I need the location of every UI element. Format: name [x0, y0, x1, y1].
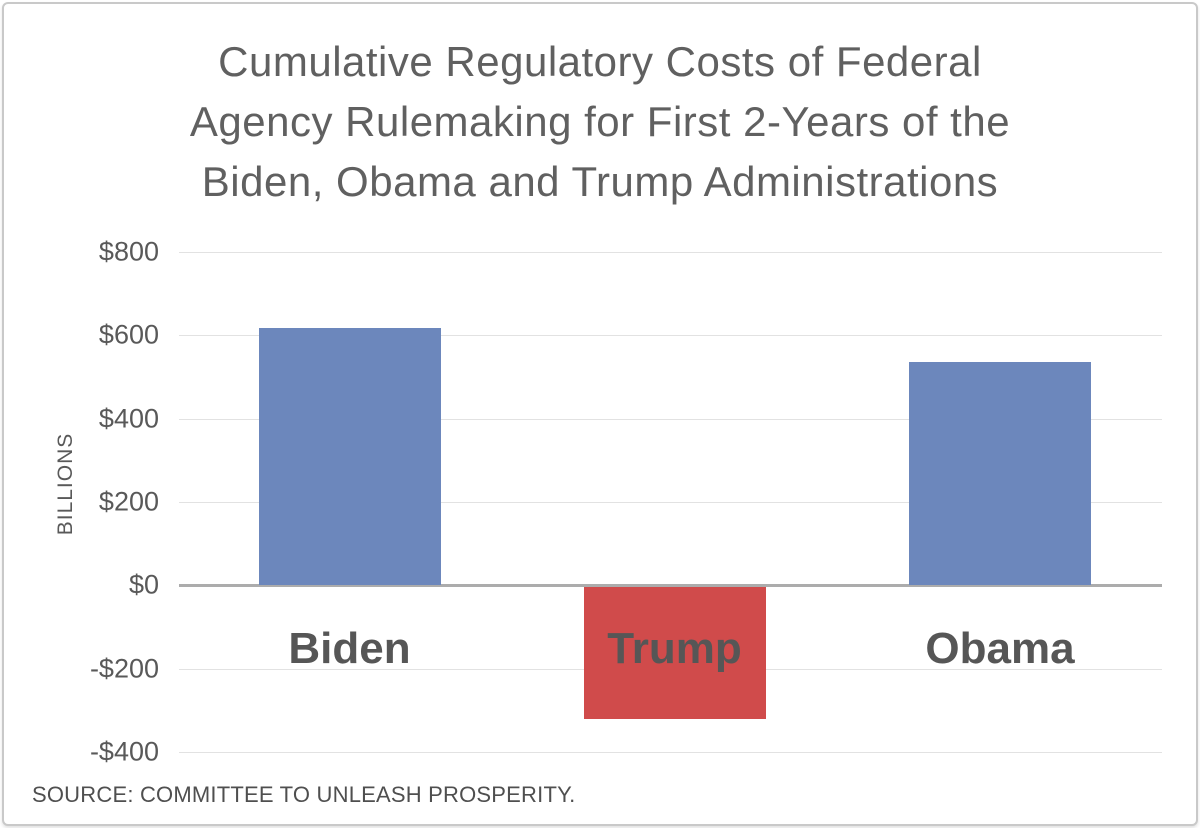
- bar-biden: [258, 328, 441, 586]
- y-tick-label: $800: [98, 236, 159, 267]
- chart-title: Cumulative Regulatory Costs of Federal A…: [4, 32, 1196, 212]
- category-label-trump: Trump: [607, 624, 742, 673]
- category-label-obama: Obama: [925, 624, 1075, 673]
- chart-title-line-1: Cumulative Regulatory Costs of Federal: [218, 38, 982, 85]
- category-label-biden: Biden: [288, 624, 411, 673]
- y-axis-tick-labels: $800 $600 $400 $200 $0 -$200 -$400: [4, 237, 159, 767]
- chart-title-line-3: Biden, Obama and Trump Administrations: [201, 158, 999, 205]
- y-tick-label: $200: [98, 486, 159, 517]
- y-tick-label: $400: [98, 403, 159, 434]
- bar-obama: [909, 361, 1091, 586]
- gridline-600: [179, 335, 1162, 337]
- y-tick-label: -$400: [89, 736, 159, 767]
- gridline--400: [179, 752, 1162, 753]
- y-tick-label: -$200: [89, 653, 159, 684]
- gridline-200: [179, 502, 1162, 503]
- gridline-800: [179, 252, 1162, 253]
- x-axis-line: [179, 584, 1162, 588]
- y-tick-label: $0: [128, 569, 159, 600]
- plot-area: Biden Trump Obama: [179, 252, 1162, 753]
- source-note: SOURCE: COMMITTEE TO UNLEASH PROSPERITY.: [32, 782, 576, 807]
- chart-title-line-2: Agency Rulemaking for First 2-Years of t…: [189, 98, 1011, 145]
- y-tick-label: $600: [98, 319, 159, 350]
- gridline-400: [179, 418, 1162, 420]
- bar-trump: [583, 586, 766, 720]
